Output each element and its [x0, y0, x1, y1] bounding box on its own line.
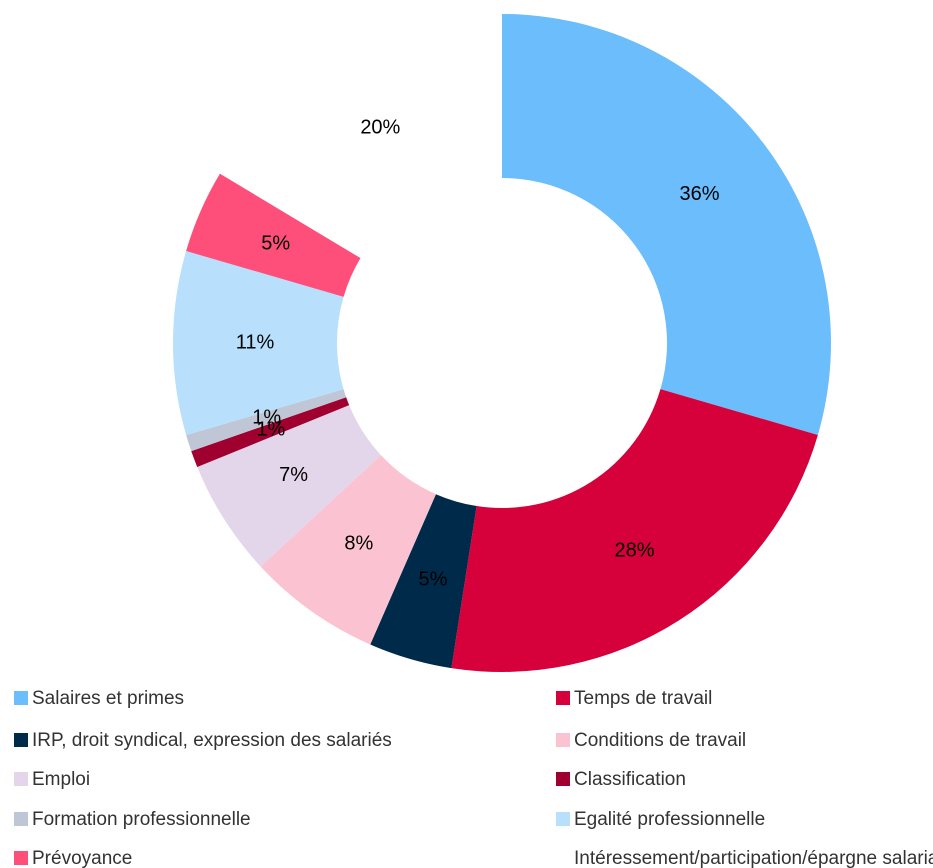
donut-segment	[186, 389, 347, 452]
donut-segment	[191, 397, 350, 467]
legend-swatch	[14, 772, 28, 786]
legend-label: Intéressement/participation/épargne sala…	[574, 848, 933, 868]
data-label: 8%	[344, 533, 373, 555]
donut-segment	[197, 405, 381, 567]
legend-label: Temps de travail	[574, 688, 712, 709]
data-label: 36%	[680, 183, 720, 205]
legend-swatch	[14, 812, 28, 826]
legend-label: Egalité professionnelle	[574, 809, 765, 830]
data-label: 7%	[279, 464, 308, 486]
donut-segment	[219, 14, 502, 259]
legend-swatch	[556, 772, 570, 786]
legend-swatch	[556, 812, 570, 826]
legend-label: Salaires et primes	[32, 688, 184, 709]
legend-label: Emploi	[32, 769, 90, 790]
legend-label: IRP, droit syndical, expression des sala…	[32, 730, 392, 751]
donut-segment	[370, 494, 477, 669]
legend-swatch	[14, 733, 28, 747]
data-label: 20%	[360, 116, 400, 138]
legend-label: Conditions de travail	[574, 730, 746, 751]
legend-swatch	[14, 691, 28, 705]
donut-segment	[451, 389, 818, 672]
donut-segment	[502, 14, 832, 435]
data-label: 5%	[261, 232, 290, 254]
donut-segment	[172, 251, 344, 435]
data-label: 1%	[256, 418, 285, 440]
donut-segment	[260, 455, 436, 645]
legend-swatch	[556, 733, 570, 747]
data-label: 5%	[419, 568, 448, 590]
legend-label: Classification	[574, 769, 686, 790]
data-label: 11%	[236, 331, 275, 353]
data-label: 1%	[252, 406, 281, 428]
donut-segment	[186, 173, 361, 297]
legend-label: Prévoyance	[32, 848, 132, 868]
legend-swatch	[14, 851, 28, 865]
legend-label: Formation professionnelle	[32, 809, 251, 830]
legend-swatch	[556, 851, 570, 865]
data-label: 28%	[615, 540, 655, 562]
legend-swatch	[556, 691, 570, 705]
